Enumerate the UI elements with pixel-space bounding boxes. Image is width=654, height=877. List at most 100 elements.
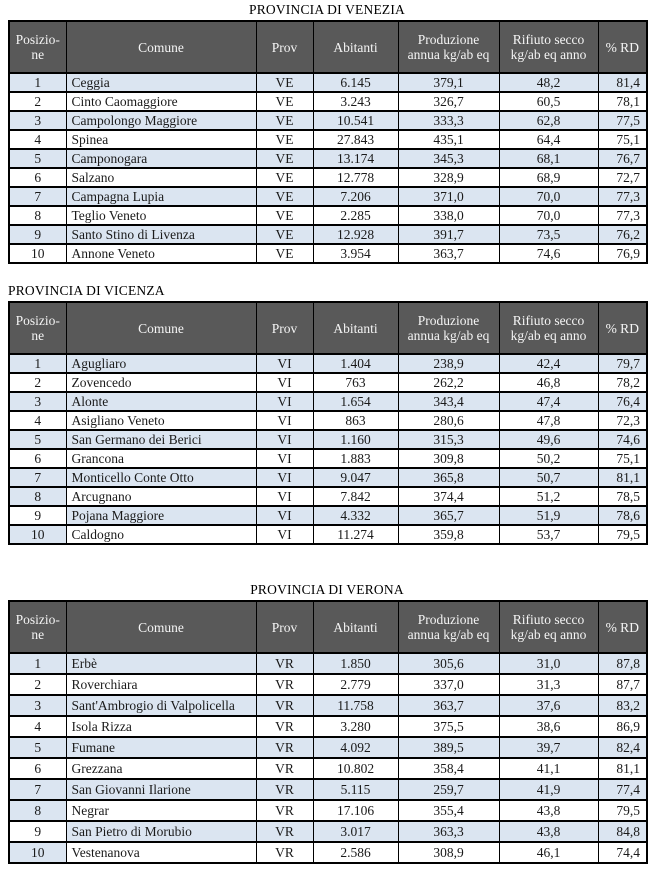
cell-rifiuto: 70,0 — [498, 205, 599, 226]
cell-pos: 3 — [8, 110, 67, 131]
cell-comune: Vestenanova — [65, 841, 257, 864]
cell-rd: 87,7 — [597, 673, 648, 696]
table-row: 1 Agugliaro VI 1.404 238,9 42,4 79,7 — [8, 353, 648, 374]
cell-prov: VI — [255, 372, 314, 393]
table-row: 7 Monticello Conte Otto VI 9.047 365,8 50,7 81… — [8, 467, 648, 488]
cell-abitanti: 2.586 — [312, 841, 399, 864]
table-row: 8 Negrar VR 17.106 355,4 43,8 79,5 — [8, 799, 648, 822]
cell-rifiuto: 47,8 — [498, 410, 599, 431]
cell-produzione: 280,6 — [397, 410, 500, 431]
cell-produzione: 365,8 — [397, 467, 500, 488]
cell-abitanti: 2.779 — [312, 673, 399, 696]
cell-comune: Fumane — [65, 736, 257, 759]
table-row: 5 Fumane VR 4.092 389,5 39,7 82,4 — [8, 736, 648, 759]
col-header-abitanti: Abitanti — [312, 301, 399, 355]
cell-comune: San Giovanni Ilarione — [65, 778, 257, 801]
cell-produzione: 374,4 — [397, 486, 500, 507]
table-row: 4 Asigliano Veneto VI 863 280,6 47,8 72,3 — [8, 410, 648, 431]
cell-rd: 82,4 — [597, 736, 648, 759]
cell-produzione: 259,7 — [397, 778, 500, 801]
section-provincia-verona: PROVINCIA DI VERONA Posizio-ne Comune Pr… — [8, 582, 648, 864]
table-row: 6 Grezzana VR 10.802 358,4 41,1 81,1 — [8, 757, 648, 780]
cell-rd: 76,7 — [597, 148, 648, 169]
cell-prov: VR — [255, 820, 314, 843]
cell-pos: 10 — [8, 243, 67, 264]
cell-prov: VR — [255, 652, 314, 675]
cell-comune: Campolongo Maggiore — [65, 110, 257, 131]
cell-abitanti: 1.654 — [312, 391, 399, 412]
header-row: Posizio-ne Comune Prov Abitanti Produzio… — [8, 600, 648, 654]
cell-abitanti: 1.404 — [312, 353, 399, 374]
cell-rifiuto: 31,0 — [498, 652, 599, 675]
cell-abitanti: 1.160 — [312, 429, 399, 450]
cell-prov: VR — [255, 715, 314, 738]
col-header-posizione: Posizio-ne — [8, 20, 67, 74]
cell-abitanti: 5.115 — [312, 778, 399, 801]
cell-pos: 2 — [8, 91, 67, 112]
col-header-rifiuto: Rifiuto secco kg/ab eq anno — [498, 301, 599, 355]
cell-produzione: 379,1 — [397, 72, 500, 93]
ranking-table-verona: Posizio-ne Comune Prov Abitanti Produzio… — [8, 600, 648, 864]
cell-rifiuto: 68,1 — [498, 148, 599, 169]
table-title-verona: PROVINCIA DI VERONA — [250, 582, 404, 597]
col-header-comune: Comune — [65, 301, 257, 355]
section-provincia-vicenza: PROVINCIA DI VICENZA Posizio-ne Comune P… — [8, 283, 648, 545]
cell-produzione: 333,3 — [397, 110, 500, 131]
document-page: PROVINCIA DI VENEZIA Posizio-ne Comune P… — [0, 3, 654, 864]
col-header-produzione: Produzione annua kg/ab eq — [397, 301, 500, 355]
cell-abitanti: 6.145 — [312, 72, 399, 93]
header-row: Posizio-ne Comune Prov Abitanti Produzio… — [8, 301, 648, 355]
cell-comune: Salzano — [65, 167, 257, 188]
table-row: 6 Grancona VI 1.883 309,8 50,2 75,1 — [8, 448, 648, 469]
cell-comune: Caldogno — [65, 524, 257, 545]
cell-produzione: 359,8 — [397, 524, 500, 545]
cell-prov: VE — [255, 148, 314, 169]
cell-prov: VR — [255, 694, 314, 717]
cell-pos: 8 — [8, 205, 67, 226]
cell-pos: 2 — [8, 673, 67, 696]
cell-produzione: 309,8 — [397, 448, 500, 469]
col-header-prov: Prov — [255, 301, 314, 355]
cell-abitanti: 763 — [312, 372, 399, 393]
cell-abitanti: 4.092 — [312, 736, 399, 759]
cell-rd: 74,4 — [597, 841, 648, 864]
cell-rd: 86,9 — [597, 715, 648, 738]
cell-comune: San Pietro di Morubio — [65, 820, 257, 843]
table-row: 3 Sant'Ambrogio di Valpoli­cella VR 11.758 3… — [8, 694, 648, 717]
cell-rifiuto: 41,9 — [498, 778, 599, 801]
cell-abitanti: 10.802 — [312, 757, 399, 780]
cell-produzione: 238,9 — [397, 353, 500, 374]
table-row: 1 Ceggia VE 6.145 379,1 48,2 81,4 — [8, 72, 648, 93]
cell-produzione: 338,0 — [397, 205, 500, 226]
cell-pos: 6 — [8, 167, 67, 188]
cell-rifiuto: 60,5 — [498, 91, 599, 112]
cell-prov: VE — [255, 224, 314, 245]
cell-comune: Monticello Conte Otto — [65, 467, 257, 488]
cell-comune: Cinto Caomaggiore — [65, 91, 257, 112]
cell-pos: 3 — [8, 694, 67, 717]
cell-produzione: 337,0 — [397, 673, 500, 696]
cell-rd: 72,3 — [597, 410, 648, 431]
cell-rd: 78,2 — [597, 372, 648, 393]
cell-produzione: 308,9 — [397, 841, 500, 864]
cell-prov: VI — [255, 524, 314, 545]
cell-produzione: 345,3 — [397, 148, 500, 169]
cell-produzione: 355,4 — [397, 799, 500, 822]
col-header-posizione: Posizio-ne — [8, 600, 67, 654]
cell-abitanti: 17.106 — [312, 799, 399, 822]
cell-comune: Grezzana — [65, 757, 257, 780]
cell-produzione: 305,6 — [397, 652, 500, 675]
table-title-vicenza: PROVINCIA DI VICENZA — [8, 283, 165, 298]
cell-pos: 7 — [8, 467, 67, 488]
cell-pos: 10 — [8, 841, 67, 864]
cell-pos: 4 — [8, 129, 67, 150]
cell-pos: 6 — [8, 448, 67, 469]
cell-rifiuto: 50,2 — [498, 448, 599, 469]
cell-prov: VI — [255, 486, 314, 507]
col-header-posizione: Posizio-ne — [8, 301, 67, 355]
cell-rifiuto: 47,4 — [498, 391, 599, 412]
cell-pos: 5 — [8, 429, 67, 450]
cell-prov: VE — [255, 72, 314, 93]
cell-prov: VE — [255, 205, 314, 226]
col-header-rifiuto: Rifiuto secco kg/ab eq anno — [498, 600, 599, 654]
